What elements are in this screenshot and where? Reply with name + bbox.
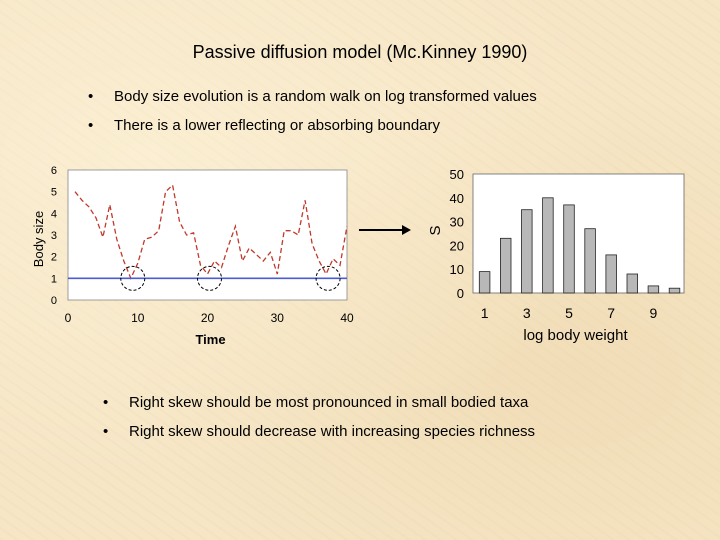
y-tick-label: 4 bbox=[51, 208, 57, 220]
arrow-graphic bbox=[359, 225, 411, 235]
boundary-hit-circle bbox=[120, 265, 146, 291]
y-tick-label: 0 bbox=[51, 295, 57, 307]
bullet-text: Right skew should be most pronounced in … bbox=[129, 394, 529, 411]
x-tick-label: 40 bbox=[340, 311, 354, 325]
bullet-text: Right skew should decrease with increasi… bbox=[129, 423, 536, 440]
bullet-text: Body size evolution is a random walk on … bbox=[114, 88, 537, 105]
x-axis-label: Time bbox=[195, 332, 225, 347]
x-tick-label: 30 bbox=[271, 311, 285, 325]
y-tick-label: 1 bbox=[51, 273, 57, 285]
y-tick-label: 3 bbox=[51, 230, 57, 242]
arrow-head bbox=[402, 225, 411, 235]
bullet-marker: • bbox=[88, 88, 94, 105]
y-tick-label: 6 bbox=[51, 165, 57, 177]
y-tick-label: 2 bbox=[51, 252, 57, 264]
y-axis-label: Body size bbox=[31, 211, 46, 267]
x-tick-label: 20 bbox=[201, 311, 215, 325]
bullet-marker: • bbox=[103, 423, 109, 440]
x-tick-label: 10 bbox=[131, 311, 145, 325]
boundary-hit-circle bbox=[315, 265, 341, 291]
bullet-marker: • bbox=[88, 117, 94, 134]
x-tick-label: 0 bbox=[65, 311, 72, 325]
bullet-text: There is a lower reflecting or absorbing… bbox=[114, 117, 441, 134]
bullet-marker: • bbox=[103, 394, 109, 411]
boundary-hit-circle bbox=[197, 265, 222, 291]
slide-title: Passive diffusion model (Mc.Kinney 1990) bbox=[192, 42, 528, 62]
y-tick-label: 5 bbox=[51, 187, 57, 199]
plot-area bbox=[67, 169, 348, 301]
